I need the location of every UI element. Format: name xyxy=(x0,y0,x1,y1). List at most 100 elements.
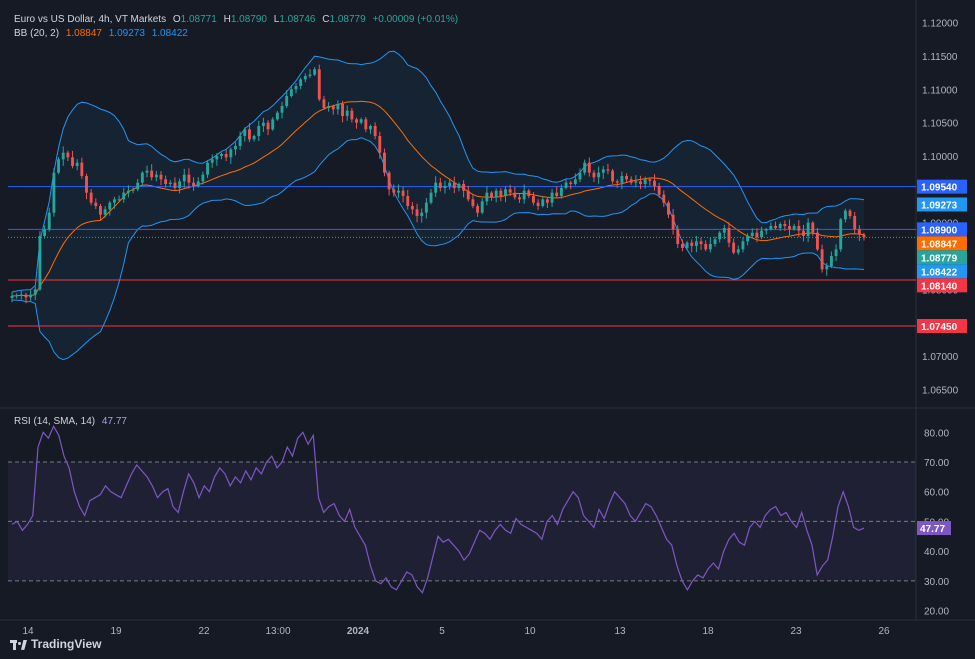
candle-body xyxy=(611,170,615,182)
candle-body xyxy=(848,210,852,216)
candle-body xyxy=(643,179,647,184)
tradingview-logo[interactable]: TradingView xyxy=(10,637,101,651)
candle-body xyxy=(187,174,191,183)
candle-body xyxy=(634,181,638,183)
candle-body xyxy=(345,110,349,116)
candle-body xyxy=(19,294,23,296)
price-tag: 1.09273 xyxy=(917,197,967,212)
candle-body xyxy=(685,242,689,248)
price-axis-tick: 1.11000 xyxy=(922,85,958,96)
price-tag-box xyxy=(917,250,967,265)
candle-body xyxy=(33,289,37,295)
ohlc-open: O1.08771 xyxy=(172,14,217,25)
candle-body xyxy=(47,212,51,230)
candle-body xyxy=(350,110,354,120)
candle-body xyxy=(797,226,801,231)
candle-body xyxy=(815,232,819,250)
price-tag-text: 1.07450 xyxy=(921,322,958,333)
price-tag-text: 1.08422 xyxy=(921,267,958,278)
candle-body xyxy=(66,152,70,158)
candle-body xyxy=(662,194,666,203)
candle-body xyxy=(192,182,196,186)
tradingview-logo-text: TradingView xyxy=(31,637,102,651)
candle-body xyxy=(494,190,498,198)
candle-body xyxy=(122,192,126,200)
candle-body xyxy=(438,182,442,188)
price-tag-text: 1.08779 xyxy=(921,253,958,264)
price-tag: 1.08779 xyxy=(917,250,967,264)
candle-body xyxy=(131,189,135,191)
candle-body xyxy=(811,222,815,233)
rsi-legend: RSI (14, SMA, 14) 47.77 xyxy=(14,416,131,427)
price-tag: 1.08847 xyxy=(917,236,967,251)
candle-body xyxy=(327,106,331,108)
ohlc-high: H1.08790 xyxy=(223,14,267,25)
candle-body xyxy=(443,186,447,188)
candle-body xyxy=(564,182,568,188)
candle-body xyxy=(732,242,736,253)
candle-body xyxy=(220,154,223,156)
candle-body xyxy=(774,226,777,228)
price-axis-tick: 1.12000 xyxy=(922,19,959,30)
price-tag: 1.08422 xyxy=(917,264,967,279)
bb-lower-line xyxy=(11,137,865,361)
price-change: +0.00009 (+0.01%) xyxy=(372,14,459,25)
candle-body xyxy=(531,196,535,203)
bb-upper-value: 1.09273 xyxy=(108,28,145,39)
rsi-axis-tick: 70.00 xyxy=(924,458,949,469)
price-tag-box xyxy=(917,319,967,333)
candle-body xyxy=(378,136,382,153)
candle-body xyxy=(201,174,205,182)
candle-body xyxy=(243,129,247,136)
time-axis-tick: 26 xyxy=(878,626,890,637)
candle-body xyxy=(452,182,456,188)
candle-body xyxy=(383,152,386,173)
candle-body xyxy=(206,162,209,175)
candle-body xyxy=(322,99,326,108)
bb-band-fill xyxy=(12,51,864,360)
candle-body xyxy=(266,122,270,130)
candle-body xyxy=(75,162,79,166)
candle-body xyxy=(499,190,503,196)
candle-body xyxy=(597,172,601,178)
candle-body xyxy=(736,249,740,253)
candle-body xyxy=(387,172,391,190)
candle-body xyxy=(587,162,591,173)
rsi-value-tag-box xyxy=(917,521,951,536)
candle-body xyxy=(788,226,791,230)
candle-body xyxy=(145,170,149,173)
candle-body xyxy=(829,256,833,266)
candle-body xyxy=(555,192,559,196)
candle-body xyxy=(429,192,433,203)
symbol-title: Euro vs US Dollar, 4h, VT Markets xyxy=(14,14,167,25)
candle-body xyxy=(299,79,303,86)
time-axis-tick: 5 xyxy=(439,626,445,637)
candle-body xyxy=(857,229,861,235)
candle-body xyxy=(778,224,782,228)
candle-body xyxy=(280,106,284,113)
candle-body xyxy=(550,192,554,203)
candle-body xyxy=(85,176,88,193)
candle-body xyxy=(606,169,610,171)
candle-body xyxy=(108,202,112,210)
rsi-line xyxy=(11,424,865,594)
candle-body xyxy=(471,199,475,206)
candle-body xyxy=(261,122,265,126)
candle-body xyxy=(112,199,116,203)
candle-body xyxy=(536,202,540,206)
candle-body xyxy=(518,197,521,200)
candle-body xyxy=(718,232,722,240)
bb-basis-value: 1.08847 xyxy=(65,28,102,39)
candle-body xyxy=(285,96,289,106)
candle-body xyxy=(61,152,65,160)
candle-body xyxy=(369,126,372,130)
candle-body xyxy=(508,189,512,193)
candle-body xyxy=(196,181,200,186)
candle-body xyxy=(667,202,670,215)
price-axis-tick: 1.07000 xyxy=(922,352,959,363)
candle-body xyxy=(364,119,368,130)
candle-body xyxy=(760,230,764,238)
time-axis-tick: 13:00 xyxy=(265,626,290,637)
